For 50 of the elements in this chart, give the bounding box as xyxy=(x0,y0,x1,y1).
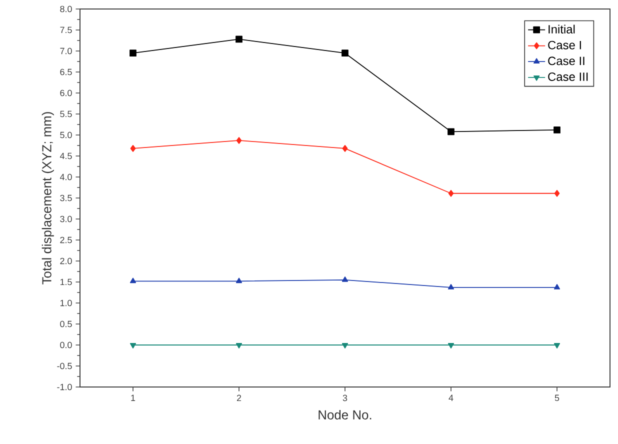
point xyxy=(130,145,136,152)
y-tick-label: 1.5 xyxy=(60,278,72,286)
point xyxy=(448,284,454,290)
point xyxy=(236,343,242,348)
y-tick-label: 0.0 xyxy=(60,342,72,348)
x-tick-label: 1 xyxy=(131,394,136,401)
point xyxy=(130,278,136,284)
x-tick-label: 5 xyxy=(554,394,560,402)
x-tick-label: 4 xyxy=(448,394,454,401)
y-tick-label: 4.5 xyxy=(60,152,72,160)
y-tick-label: 2.0 xyxy=(60,258,72,264)
point xyxy=(342,276,348,282)
point xyxy=(236,137,242,144)
legend-label: Case III xyxy=(548,72,588,81)
y-tick-label: 7.0 xyxy=(60,48,72,54)
point xyxy=(342,50,348,57)
y-tick-label: 6.0 xyxy=(60,90,72,96)
y-tick-label: -1.0 xyxy=(57,384,72,390)
point xyxy=(342,145,348,152)
point xyxy=(130,50,136,57)
y-tick-label: 4.0 xyxy=(60,174,72,180)
point xyxy=(236,278,242,284)
point xyxy=(448,343,454,348)
y-axis-title: Total displacement (XYZ; mm) xyxy=(42,112,54,284)
y-tick-label: 0.5 xyxy=(60,320,72,328)
legend-label: Case I xyxy=(548,40,581,50)
y-tick-label: 5.5 xyxy=(60,110,72,118)
point xyxy=(448,190,454,197)
x-axis-title: Node No. xyxy=(318,410,372,420)
y-tick-label: 2.5 xyxy=(60,236,72,244)
y-tick-label: 8.0 xyxy=(60,6,72,12)
legend-label: Initial xyxy=(548,24,575,34)
y-tick-label: 7.5 xyxy=(60,26,72,34)
point xyxy=(554,190,560,197)
legend-label: Case II xyxy=(548,56,584,66)
y-tick-label: 1.0 xyxy=(60,300,72,306)
point xyxy=(554,126,560,134)
y-tick-label: 6.5 xyxy=(60,68,72,76)
x-tick-label: 2 xyxy=(236,394,242,402)
y-tick-label: 5.0 xyxy=(60,132,72,138)
point xyxy=(554,343,560,348)
point xyxy=(554,284,560,290)
point xyxy=(448,128,454,136)
point xyxy=(130,343,136,348)
y-tick-label: 3.0 xyxy=(60,216,72,222)
point xyxy=(236,36,242,43)
y-tick-label: 3.5 xyxy=(60,194,72,202)
y-tick-label: -0.5 xyxy=(57,362,72,370)
point xyxy=(342,343,348,348)
x-tick-label: 3 xyxy=(342,394,348,402)
